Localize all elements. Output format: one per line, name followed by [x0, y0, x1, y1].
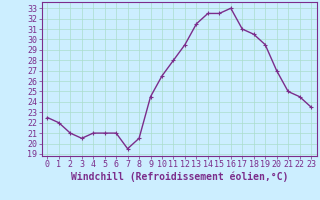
- X-axis label: Windchill (Refroidissement éolien,°C): Windchill (Refroidissement éolien,°C): [70, 172, 288, 182]
